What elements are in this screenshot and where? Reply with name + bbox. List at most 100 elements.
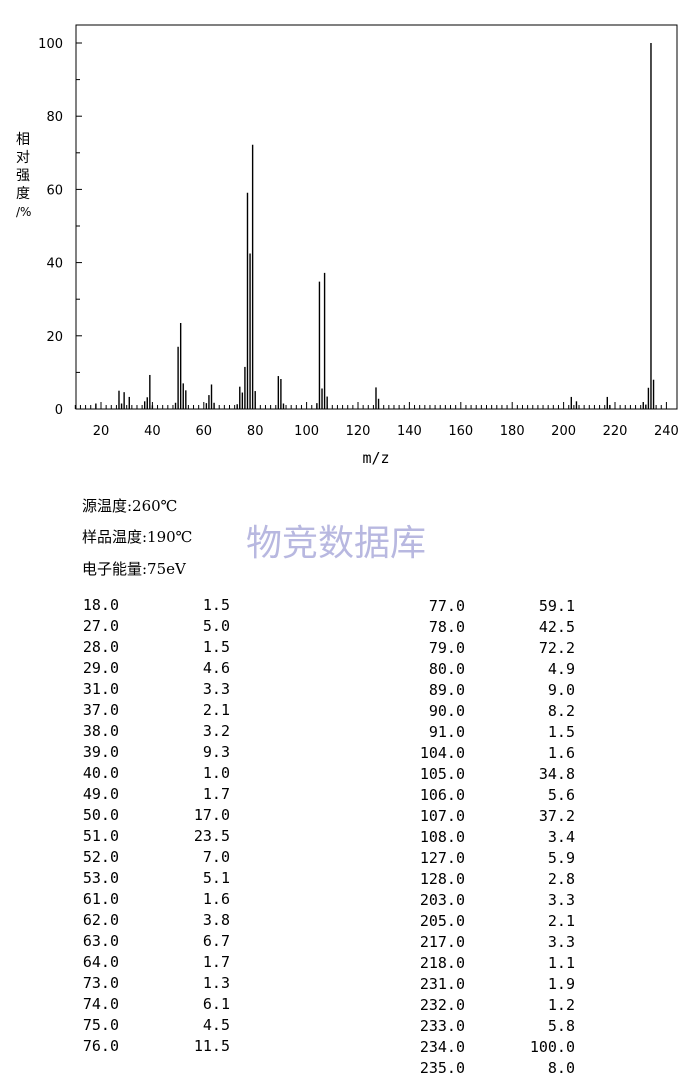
x-tick-label: 140: [397, 424, 422, 439]
x-tick-label: 80: [247, 424, 264, 439]
table-mz-cell: 63.0: [82, 932, 119, 950]
table-mz-cell: 76.0: [82, 1037, 119, 1055]
x-tick-label: 180: [500, 424, 525, 439]
table-intensity-cell: 100.0: [529, 1038, 575, 1056]
table-mz-cell: 127.0: [419, 849, 465, 867]
table-mz-cell: 39.0: [82, 743, 119, 761]
table-intensity-cell: 1.5: [202, 638, 230, 656]
table-mz-cell: 108.0: [419, 828, 465, 846]
table-mz-cell: 218.0: [419, 954, 465, 972]
table-intensity-cell: 1.7: [202, 785, 230, 803]
sample-temperature: 样品温度:190℃: [82, 528, 193, 546]
table-mz-cell: 79.0: [428, 639, 465, 657]
table-intensity-cell: 3.3: [547, 891, 575, 909]
table-mz-cell: 73.0: [82, 974, 119, 992]
table-intensity-cell: 3.3: [547, 933, 575, 951]
table-mz-cell: 27.0: [82, 617, 119, 635]
table-mz-cell: 205.0: [419, 912, 465, 930]
x-axis-label: m/z: [362, 449, 389, 467]
table-intensity-cell: 6.1: [202, 995, 230, 1013]
table-mz-cell: 38.0: [82, 722, 119, 740]
table-mz-cell: 50.0: [82, 806, 119, 824]
table-intensity-cell: 1.3: [202, 974, 230, 992]
table-intensity-cell: 1.6: [202, 890, 230, 908]
y-axis-ticks: 0 20 40 60 80 100: [38, 37, 82, 418]
x-tick-label: 20: [93, 424, 110, 439]
table-intensity-cell: 7.0: [202, 848, 230, 866]
table-mz-cell: 78.0: [428, 618, 465, 636]
table-mz-cell: 52.0: [82, 848, 119, 866]
table-intensity-cell: 5.0: [202, 617, 230, 635]
y-tick-label: 60: [46, 183, 63, 198]
table-mz-cell: 80.0: [428, 660, 465, 678]
table-intensity-cell: 1.5: [202, 596, 230, 614]
table-intensity-cell: 2.1: [547, 912, 575, 930]
table-intensity-cell: 1.6: [547, 744, 575, 762]
table-mz-cell: 49.0: [82, 785, 119, 803]
table-mz-cell: 217.0: [419, 933, 465, 951]
table-intensity-cell: 1.7: [202, 953, 230, 971]
table-mz-cell: 232.0: [419, 996, 465, 1014]
table-intensity-cell: 42.5: [538, 618, 575, 636]
table-intensity-cell: 6.7: [202, 932, 230, 950]
table-intensity-cell: 3.3: [202, 680, 230, 698]
table-mz-cell: 29.0: [82, 659, 119, 677]
table-mz-cell: 74.0: [82, 995, 119, 1013]
table-intensity-cell: 9.3: [202, 743, 230, 761]
y-tick-label: 20: [46, 330, 63, 345]
table-intensity-cell: 1.1: [547, 954, 575, 972]
y-axis-label-char: /%: [16, 205, 32, 219]
table-mz-cell: 75.0: [82, 1016, 119, 1034]
y-tick-label: 0: [55, 403, 63, 418]
watermark: 物竞数据库: [246, 523, 427, 564]
table-intensity-cell: 1.2: [547, 996, 575, 1014]
x-tick-label: 200: [551, 424, 576, 439]
table-intensity-cell: 9.0: [547, 681, 575, 699]
table-intensity-cell: 59.1: [538, 597, 575, 615]
table-intensity-cell: 3.2: [202, 722, 230, 740]
table-intensity-cell: 5.1: [202, 869, 230, 887]
x-tick-label: 240: [654, 424, 679, 439]
y-axis-label-char: 相: [16, 132, 30, 148]
peak-table-right: 77.0 59.1 78.0 42.5 79.0 72.2 80.0 4.9 89.0 9.0 90…: [340, 596, 680, 1077]
x-tick-label: 40: [144, 424, 161, 439]
table-mz-cell: 61.0: [82, 890, 119, 908]
table-intensity-cell: 37.2: [538, 807, 575, 825]
table-mz-cell: 235.0: [419, 1059, 465, 1077]
table-mz-cell: 107.0: [419, 807, 465, 825]
table-intensity-cell: 4.6: [202, 659, 230, 677]
table-mz-cell: 62.0: [82, 911, 119, 929]
table-intensity-cell: 2.1: [202, 701, 230, 719]
table-mz-cell: 128.0: [419, 870, 465, 888]
table-mz-cell: 31.0: [82, 680, 119, 698]
table-intensity-cell: 1.9: [547, 975, 575, 993]
y-axis-label-char: 对: [16, 150, 30, 166]
table-intensity-cell: 5.8: [547, 1017, 575, 1035]
table-intensity-cell: 8.2: [547, 702, 575, 720]
table-intensity-cell: 11.5: [193, 1037, 230, 1055]
table-intensity-cell: 4.5: [202, 1016, 230, 1034]
table-mz-cell: 233.0: [419, 1017, 465, 1035]
table-mz-cell: 53.0: [82, 869, 119, 887]
source-temperature: 源温度:260℃: [82, 497, 178, 515]
table-mz-cell: 77.0: [428, 597, 465, 615]
table-mz-cell: 28.0: [82, 638, 119, 656]
table-mz-cell: 234.0: [419, 1038, 465, 1056]
x-axis-ticks: 20 40 60 80 100 120 140 160 180 200 220 240: [74, 402, 679, 439]
mass-spectrum-chart: 20 40 60 80 100 120 140 160 180 200 220 240 0 20 40 60…: [38, 24, 679, 467]
peak-table-left: 18.0 1.5 27.0 5.0 28.0 1.5 29.0 4.6 31.0 3.3 37.0 2…: [0, 595, 340, 1065]
table-intensity-cell: 8.0: [547, 1059, 575, 1077]
spectrum-peaks: [95, 43, 655, 409]
table-intensity-cell: 5.6: [547, 786, 575, 804]
table-mz-cell: 64.0: [82, 953, 119, 971]
x-tick-label: 120: [346, 424, 371, 439]
y-axis-label-char: 强: [16, 168, 30, 184]
table-mz-cell: 37.0: [82, 701, 119, 719]
x-tick-label: 60: [196, 424, 213, 439]
y-tick-label: 80: [46, 110, 63, 125]
x-tick-label: 160: [448, 424, 473, 439]
table-intensity-cell: 34.8: [538, 765, 575, 783]
table-intensity-cell: 72.2: [538, 639, 575, 657]
table-intensity-cell: 3.4: [547, 828, 575, 846]
table-intensity-cell: 23.5: [193, 827, 230, 845]
